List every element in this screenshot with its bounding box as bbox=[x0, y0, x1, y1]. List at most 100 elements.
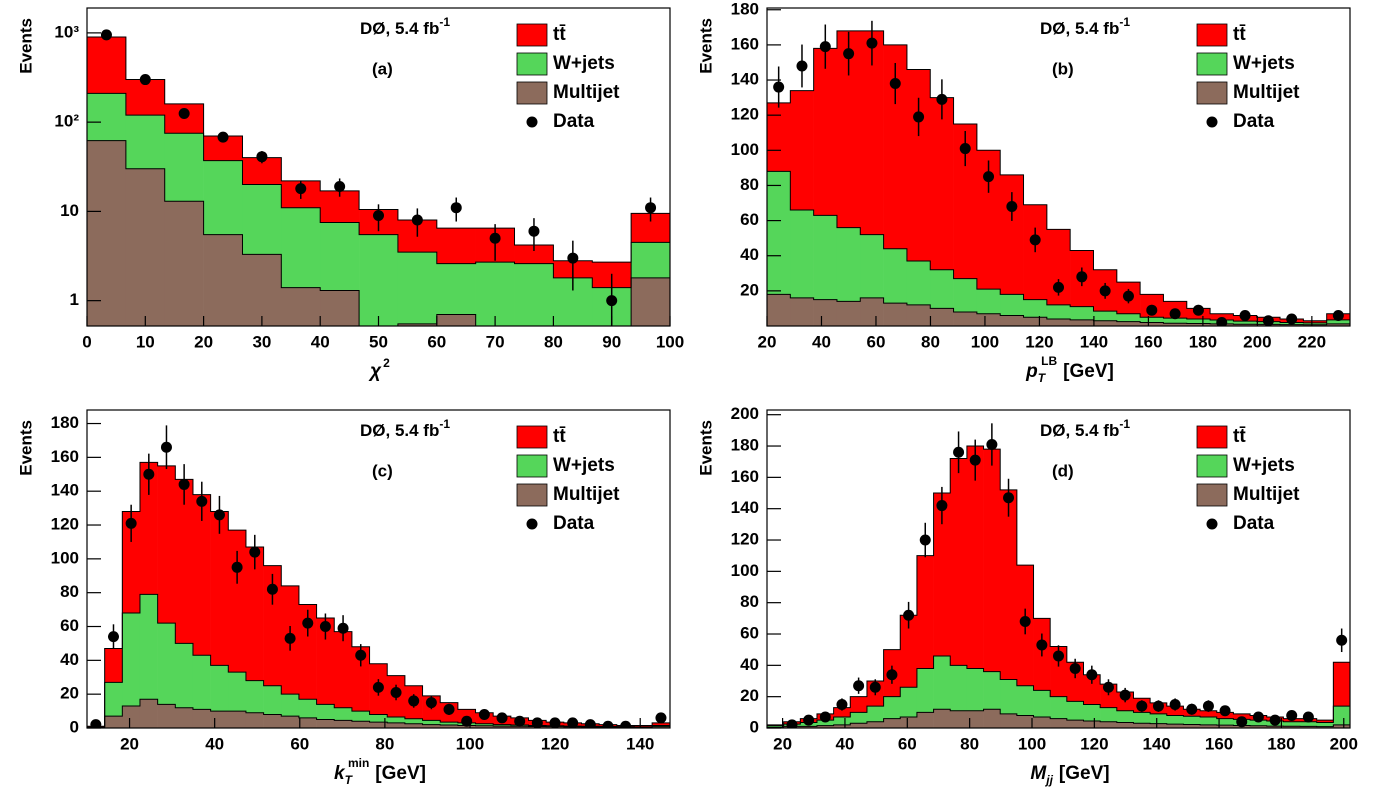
histogram-bar bbox=[1140, 317, 1164, 323]
y-tick-label: 0 bbox=[750, 717, 759, 736]
panel: 20 40 60 80 100 120 140 160 180 20 40 60 80 100 120 140… bbox=[696, 0, 1351, 385]
histogram-bar bbox=[203, 160, 243, 235]
histogram-bar bbox=[1316, 722, 1334, 727]
x-tick-label: 60 bbox=[867, 332, 886, 351]
x-tick-label: 160 bbox=[1134, 332, 1162, 351]
data-point bbox=[1286, 709, 1298, 721]
histogram-bar bbox=[1000, 315, 1024, 326]
y-tick-label: 80 bbox=[740, 175, 759, 194]
y-tick-label: 140 bbox=[731, 70, 759, 89]
histogram-bar bbox=[87, 93, 127, 141]
histogram-bar bbox=[1326, 323, 1350, 326]
histogram-bar bbox=[1033, 690, 1051, 718]
histogram-bar bbox=[157, 704, 176, 728]
histogram-bar bbox=[850, 696, 868, 713]
y-tick-label: 60 bbox=[60, 616, 79, 635]
x-label-sub: jj bbox=[1044, 773, 1053, 787]
histogram-bar bbox=[104, 682, 123, 717]
data-point bbox=[620, 720, 632, 728]
histogram-bar bbox=[475, 262, 515, 326]
x-tick-label: 40 bbox=[835, 734, 854, 753]
histogram-bar bbox=[104, 648, 123, 683]
histogram-bar bbox=[1093, 320, 1118, 326]
histogram-bar bbox=[87, 140, 127, 326]
histogram-bar bbox=[950, 458, 968, 666]
histogram-bar bbox=[281, 207, 321, 288]
histogram-bar bbox=[833, 717, 851, 725]
x-label-sub: T bbox=[345, 773, 354, 787]
histogram-bar bbox=[440, 722, 459, 725]
histogram-bar bbox=[1083, 704, 1101, 721]
data-point bbox=[425, 697, 437, 709]
legend-swatch bbox=[516, 23, 548, 47]
x-tick-label: 120 bbox=[1025, 332, 1053, 351]
histogram-bar bbox=[1116, 313, 1141, 322]
annotation-sup: -1 bbox=[1119, 417, 1130, 431]
histogram-bar bbox=[916, 555, 934, 669]
x-tick-label: 120 bbox=[1080, 734, 1108, 753]
histogram-bar bbox=[652, 725, 670, 727]
histogram-bar bbox=[122, 511, 141, 613]
histogram-bar bbox=[1200, 717, 1218, 725]
x-tick-label: 160 bbox=[1205, 734, 1233, 753]
histogram-bar bbox=[930, 97, 954, 270]
histogram-bar bbox=[1150, 723, 1168, 728]
histogram-bar bbox=[767, 294, 791, 326]
histogram-bar bbox=[813, 215, 838, 300]
data-point bbox=[1262, 315, 1274, 326]
data-point bbox=[489, 232, 501, 244]
histogram-bar bbox=[1303, 322, 1327, 325]
histogram-bar bbox=[228, 711, 247, 728]
annotation: DØ, 5.4 fb-1 bbox=[1040, 15, 1130, 38]
histogram-bar bbox=[387, 722, 406, 728]
data-point bbox=[1099, 285, 1111, 297]
stack-outline bbox=[767, 445, 1350, 726]
legend-swatch bbox=[1196, 454, 1228, 478]
histogram-bar bbox=[1050, 696, 1068, 719]
data-point bbox=[1152, 700, 1164, 712]
histogram-bar bbox=[790, 210, 814, 298]
histogram-bar bbox=[1303, 320, 1327, 323]
y-tick-label: 120 bbox=[731, 530, 759, 549]
histogram-bar bbox=[1016, 685, 1034, 716]
legend-label: Multijet bbox=[553, 82, 620, 103]
x-label-sup: LB bbox=[1041, 354, 1057, 368]
histogram-bar bbox=[404, 723, 423, 728]
data-point bbox=[266, 583, 278, 595]
histogram-bar bbox=[634, 725, 653, 727]
data-point bbox=[213, 509, 225, 521]
data-point bbox=[936, 93, 948, 105]
histogram-bar bbox=[139, 699, 158, 728]
x-tick-label: 60 bbox=[427, 332, 446, 351]
histogram-bar bbox=[790, 297, 814, 326]
y-tick-label: 40 bbox=[740, 245, 759, 264]
data-point bbox=[302, 617, 314, 629]
data-point bbox=[1239, 309, 1251, 321]
y-axis-label: Events bbox=[16, 18, 35, 74]
histogram-bar bbox=[930, 269, 954, 309]
histogram-bar bbox=[125, 168, 166, 326]
x-tick-label: 100 bbox=[971, 332, 999, 351]
data-point bbox=[655, 712, 667, 724]
histogram-bar bbox=[1050, 718, 1068, 728]
histogram-bar bbox=[475, 725, 494, 728]
x-tick-label: 140 bbox=[626, 734, 654, 753]
histogram-bar bbox=[966, 710, 984, 728]
data-point bbox=[1102, 681, 1114, 693]
y-tick-label: 20 bbox=[740, 280, 759, 299]
data-point bbox=[1146, 304, 1158, 316]
histogram-bar bbox=[1116, 710, 1134, 723]
x-tick-label: 0 bbox=[82, 332, 91, 351]
histogram-bar bbox=[976, 150, 1001, 290]
histogram-bar bbox=[953, 123, 978, 279]
x-tick-label: 100 bbox=[456, 734, 484, 753]
panel: 0 20 40 60 80 100 120 140 160 180 20 40 60 80 100 120 14… bbox=[16, 409, 671, 787]
y-axis-label: Events bbox=[16, 420, 35, 476]
histogram-bar bbox=[1000, 489, 1018, 680]
data-point bbox=[1119, 689, 1131, 701]
data-point bbox=[959, 143, 971, 155]
histogram-bar bbox=[930, 308, 954, 326]
x-label-unit: [GeV] bbox=[1059, 763, 1110, 784]
histogram-bar bbox=[351, 711, 370, 722]
y-tick-label: 80 bbox=[740, 592, 759, 611]
